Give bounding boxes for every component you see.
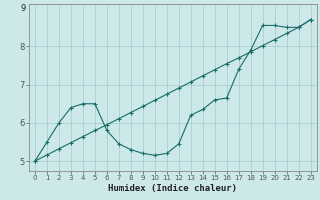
X-axis label: Humidex (Indice chaleur): Humidex (Indice chaleur) — [108, 184, 237, 193]
Text: 9: 9 — [20, 4, 25, 13]
